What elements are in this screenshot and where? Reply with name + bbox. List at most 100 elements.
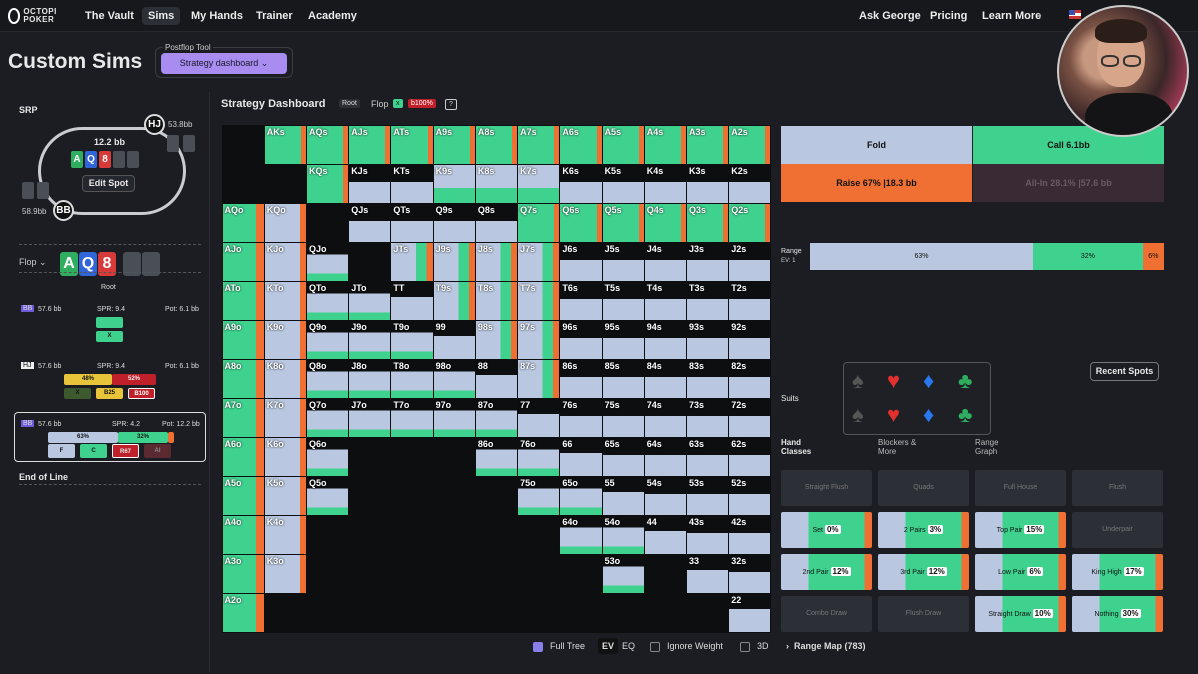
hand-cell[interactable]: 72s — [729, 399, 771, 438]
hand-cell[interactable]: 44 — [644, 516, 687, 555]
hand-cell[interactable] — [434, 594, 475, 632]
allin-node[interactable]: AI — [144, 444, 171, 458]
hand-cell[interactable] — [223, 126, 264, 164]
hand-cell[interactable] — [307, 204, 348, 242]
hj-bet100-node[interactable]: B100 — [128, 388, 155, 399]
hand-cell[interactable]: K3s — [687, 164, 729, 203]
hand-cell[interactable]: A5o — [222, 477, 264, 516]
nav-ask-george[interactable]: Ask George — [859, 10, 921, 22]
hj-check-node[interactable]: X — [64, 388, 91, 399]
hand-cell[interactable]: 42s — [729, 516, 771, 555]
heart-icon[interactable]: ♥ — [887, 368, 901, 393]
hand-cell[interactable]: T4s — [644, 281, 687, 320]
hand-cell[interactable]: T2s — [729, 281, 771, 320]
hand-cell[interactable]: T7o — [391, 399, 433, 438]
hand-cell[interactable]: JTs — [391, 242, 433, 281]
nav-my-hands[interactable]: My Hands — [191, 10, 243, 22]
check-node-x[interactable]: X — [96, 331, 123, 342]
hand-cell[interactable]: Q8s — [475, 203, 518, 242]
ignore-weight-checkbox[interactable] — [650, 642, 660, 652]
hand-cell[interactable]: K2s — [729, 164, 771, 203]
hand-cell[interactable]: A8s — [475, 125, 518, 164]
hand-cell[interactable]: J2s — [729, 242, 771, 281]
hand-class-king-high[interactable]: King High 17% — [1072, 554, 1163, 590]
hand-cell[interactable]: 92s — [729, 320, 771, 359]
hand-cell[interactable]: AQs — [306, 125, 349, 164]
hand-cell[interactable]: 84s — [644, 359, 687, 399]
hand-cell[interactable] — [391, 438, 432, 476]
hand-cell[interactable]: J7o — [349, 399, 391, 438]
hand-cell[interactable] — [518, 555, 559, 593]
hand-cell[interactable] — [476, 594, 517, 632]
hand-cell[interactable] — [265, 594, 306, 632]
hand-cell[interactable]: 22 — [729, 594, 771, 633]
hand-cell[interactable]: 93s — [687, 320, 729, 359]
diamond-icon[interactable]: ♦ — [923, 402, 935, 427]
hand-cell[interactable]: 33 — [687, 555, 729, 594]
hand-cell[interactable]: K4s — [644, 164, 687, 203]
hand-cell[interactable]: 94s — [644, 320, 687, 359]
hand-cell[interactable]: QTo — [306, 281, 349, 320]
root-tag[interactable]: Root — [339, 99, 360, 108]
hand-cell[interactable]: 74s — [644, 399, 687, 438]
hand-class-flush-draw[interactable]: Flush Draw — [878, 596, 969, 632]
hand-cell[interactable]: AJs — [349, 125, 391, 164]
nav-the-vault[interactable]: The Vault — [85, 10, 134, 22]
hand-cell[interactable]: 63s — [687, 438, 729, 477]
hand-cell[interactable]: 86s — [560, 359, 602, 399]
hand-cell[interactable]: K9o — [264, 320, 306, 359]
hand-cell[interactable]: J9o — [349, 320, 391, 359]
raise-action[interactable]: Raise 67% |18.3 bb — [781, 164, 972, 202]
fold-action[interactable]: Fold — [781, 126, 972, 164]
hand-class-3rd-pair[interactable]: 3rd Pair 12% — [878, 554, 969, 590]
hand-cell[interactable]: K4o — [264, 516, 306, 555]
hand-cell[interactable]: 87s — [518, 359, 560, 399]
hand-cell[interactable]: A7o — [222, 399, 264, 438]
hand-class-2-pairs[interactable]: 2 Pairs 3% — [878, 512, 969, 548]
hand-cell[interactable]: Q5s — [602, 203, 644, 242]
hand-class-straight-flush[interactable]: Straight Flush — [781, 470, 872, 506]
hand-cell[interactable]: Q6s — [560, 203, 602, 242]
hand-cell[interactable]: 65s — [602, 438, 644, 477]
hand-cell[interactable] — [391, 516, 432, 554]
hand-cell[interactable]: QTs — [391, 203, 433, 242]
hand-cell[interactable]: Q9s — [433, 203, 475, 242]
hand-cell[interactable]: T9s — [433, 281, 475, 320]
ev-toggle[interactable]: EV — [598, 638, 619, 654]
allin-action[interactable]: All-In 28.1% |57.6 bb — [973, 164, 1164, 202]
hand-cell[interactable]: 64o — [560, 516, 602, 555]
raise67-node[interactable]: R67 — [112, 444, 139, 458]
hand-cell[interactable]: K3o — [264, 555, 306, 594]
hand-class-combo-draw[interactable]: Combo Draw — [781, 596, 872, 632]
hand-cell[interactable] — [434, 438, 475, 476]
hand-cell[interactable]: A8o — [222, 359, 264, 399]
hj-bet25-node[interactable]: B25 — [96, 388, 123, 399]
hand-cell[interactable]: T8o — [391, 359, 433, 399]
hand-cell[interactable]: 75o — [518, 477, 560, 516]
spade-icon[interactable]: ♠ — [852, 368, 864, 393]
hand-cell[interactable]: K5s — [602, 164, 644, 203]
hand-cell[interactable]: 77 — [518, 399, 560, 438]
tab-blockers[interactable]: Blockers & More — [878, 438, 917, 456]
hand-cell[interactable]: 62s — [729, 438, 771, 477]
hand-cell[interactable] — [560, 594, 601, 632]
hand-cell[interactable]: 52s — [729, 477, 771, 516]
hand-cell[interactable] — [434, 516, 475, 554]
nav-sims[interactable]: Sims — [142, 7, 181, 25]
hand-cell[interactable]: J5s — [602, 242, 644, 281]
nav-academy[interactable]: Academy — [308, 10, 357, 22]
hand-cell[interactable]: Q3s — [687, 203, 729, 242]
hand-cell[interactable] — [476, 516, 517, 554]
hand-cell[interactable]: 32s — [729, 555, 771, 594]
hand-cell[interactable]: Q9o — [306, 320, 349, 359]
hand-cell[interactable]: K6o — [264, 438, 306, 477]
hand-cell[interactable] — [265, 165, 306, 203]
hand-cell[interactable]: 98o — [433, 359, 475, 399]
hand-cell[interactable]: K8s — [475, 164, 518, 203]
full-tree-checkbox[interactable] — [533, 642, 543, 652]
hand-cell[interactable]: A3o — [222, 555, 264, 594]
us-flag-icon[interactable] — [1069, 10, 1081, 19]
selected-node[interactable] — [14, 412, 206, 462]
hand-cell[interactable] — [603, 594, 644, 632]
hand-cell[interactable]: J8s — [475, 242, 518, 281]
